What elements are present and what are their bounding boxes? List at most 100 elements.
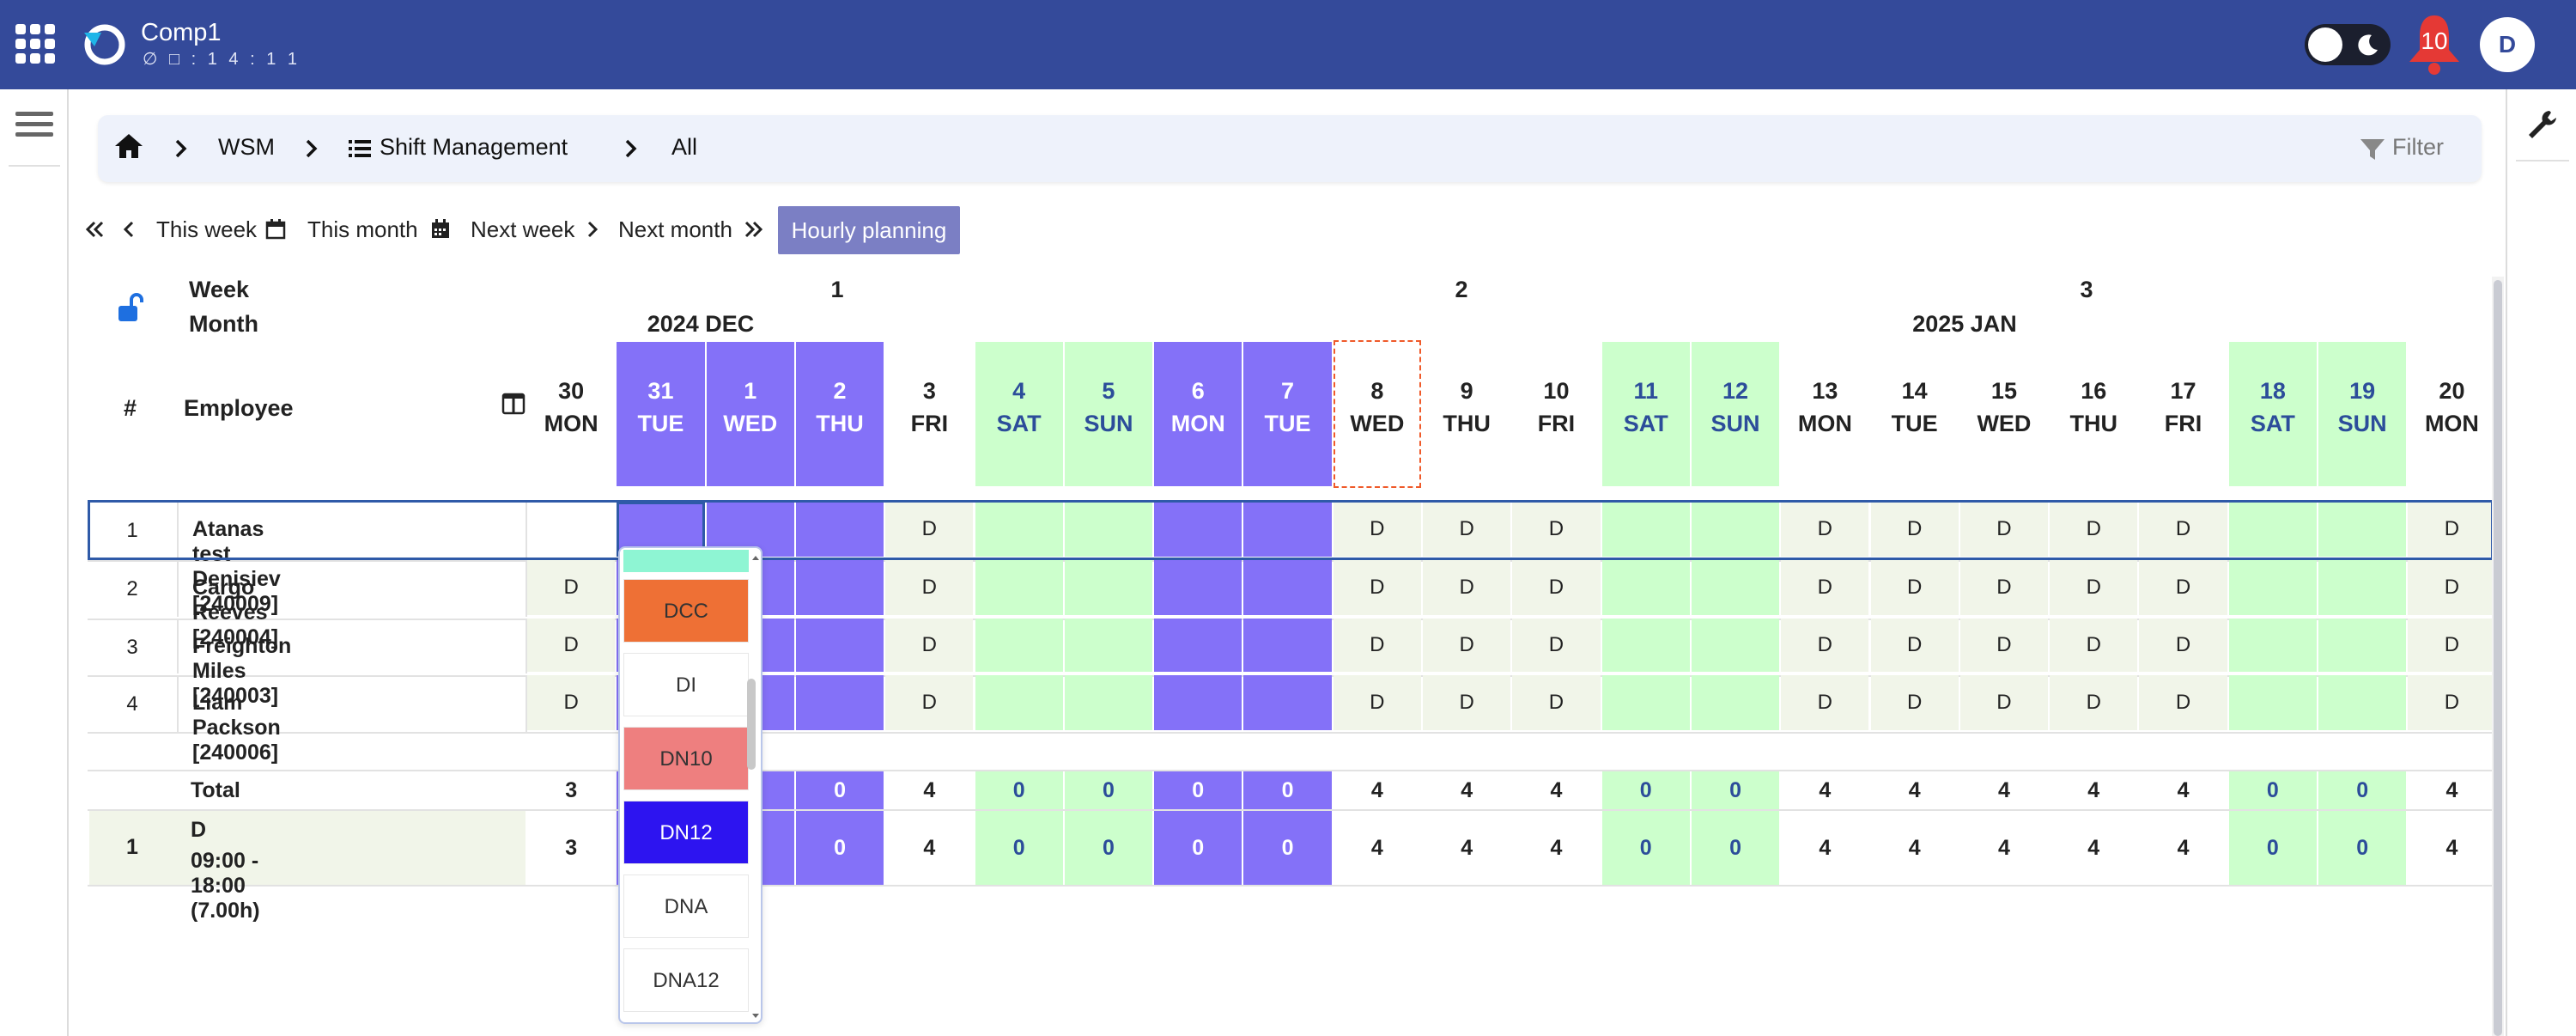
shift-cell[interactable]: D bbox=[1781, 619, 1869, 672]
shift-cell[interactable] bbox=[1243, 675, 1332, 730]
shift-cell[interactable] bbox=[1601, 619, 1690, 672]
shift-cell[interactable] bbox=[975, 675, 1063, 730]
shift-cell[interactable] bbox=[1691, 560, 1780, 615]
shift-cell[interactable] bbox=[1064, 502, 1153, 557]
dropdown-scroll-arrows[interactable] bbox=[750, 553, 761, 1021]
shift-cell[interactable] bbox=[1064, 560, 1153, 615]
shift-cell[interactable]: D bbox=[1959, 675, 2049, 730]
day-column-header[interactable] bbox=[1512, 342, 1601, 486]
hourly-planning-button[interactable]: Hourly planning bbox=[778, 206, 960, 254]
shift-cell[interactable]: D bbox=[2408, 502, 2496, 557]
shift-cell[interactable] bbox=[795, 560, 884, 615]
shift-cell[interactable] bbox=[975, 502, 1063, 557]
shift-cell[interactable]: D bbox=[1423, 675, 1511, 730]
day-column-header[interactable] bbox=[885, 342, 974, 486]
shift-cell[interactable]: D bbox=[1870, 675, 1959, 730]
shift-cell[interactable] bbox=[1154, 502, 1242, 557]
shift-cell[interactable] bbox=[527, 502, 616, 557]
day-column-header[interactable] bbox=[1243, 342, 1332, 486]
day-column-header[interactable] bbox=[1601, 342, 1690, 486]
chevron-right-icon[interactable] bbox=[580, 218, 603, 241]
shift-cell[interactable]: D bbox=[2408, 619, 2496, 672]
shift-cell[interactable] bbox=[1691, 502, 1780, 557]
notification-bell-icon[interactable] bbox=[2404, 12, 2464, 77]
day-column-header[interactable] bbox=[1691, 342, 1780, 486]
dropdown-scrollbar-thumb[interactable] bbox=[747, 679, 756, 770]
shift-cell[interactable] bbox=[795, 619, 884, 672]
shift-cell[interactable]: D bbox=[1423, 619, 1511, 672]
shift-cell[interactable]: D bbox=[2050, 675, 2138, 730]
day-column-header[interactable] bbox=[1781, 342, 1869, 486]
shift-cell[interactable]: D bbox=[1870, 560, 1959, 615]
shift-cell[interactable] bbox=[1243, 560, 1332, 615]
shift-cell[interactable] bbox=[1601, 502, 1690, 557]
shift-cell[interactable] bbox=[2318, 619, 2407, 672]
user-avatar[interactable]: D bbox=[2480, 17, 2535, 72]
shift-cell[interactable] bbox=[1601, 675, 1690, 730]
shift-cell[interactable]: D bbox=[885, 502, 974, 557]
day-column-header[interactable] bbox=[2228, 342, 2317, 486]
shift-cell[interactable]: D bbox=[2139, 502, 2227, 557]
shift-cell[interactable] bbox=[2228, 502, 2317, 557]
shift-cell[interactable] bbox=[2318, 560, 2407, 615]
shift-cell[interactable]: D bbox=[2139, 619, 2227, 672]
day-column-header[interactable] bbox=[1064, 342, 1153, 486]
shift-cell[interactable]: D bbox=[1959, 619, 2049, 672]
shift-cell[interactable] bbox=[1064, 619, 1153, 672]
day-column-header[interactable] bbox=[2318, 342, 2407, 486]
next-week-button[interactable]: Next week bbox=[471, 216, 575, 242]
day-column-header[interactable] bbox=[2408, 342, 2496, 486]
employee-name[interactable]: Freighton Miles [240003] bbox=[192, 634, 292, 708]
shift-cell[interactable]: D bbox=[1781, 502, 1869, 557]
shift-cell[interactable]: D bbox=[1781, 560, 1869, 615]
shift-cell[interactable] bbox=[1601, 560, 1690, 615]
shift-cell[interactable]: D bbox=[1423, 560, 1511, 615]
day-column-header[interactable] bbox=[1423, 342, 1511, 486]
shift-cell[interactable]: D bbox=[1959, 502, 2049, 557]
shift-cell[interactable]: D bbox=[2408, 675, 2496, 730]
day-column-header[interactable] bbox=[1333, 340, 1421, 488]
shift-code-dropdown[interactable]: DCC DI DN10 DN12 DNA DNA12 bbox=[618, 546, 762, 1024]
shift-cell[interactable] bbox=[1154, 560, 1242, 615]
day-column-header[interactable] bbox=[795, 342, 884, 486]
shift-cell[interactable]: D bbox=[885, 560, 974, 615]
breadcrumb-shift-management[interactable]: Shift Management bbox=[380, 134, 568, 160]
day-column-header[interactable] bbox=[1154, 342, 1242, 486]
shift-cell[interactable]: D bbox=[1512, 619, 1601, 672]
shift-cell[interactable] bbox=[1064, 675, 1153, 730]
shift-cell[interactable]: D bbox=[1333, 675, 1421, 730]
shift-cell[interactable] bbox=[1691, 675, 1780, 730]
shift-cell[interactable]: D bbox=[527, 560, 616, 615]
dropdown-option[interactable]: DNA bbox=[623, 875, 749, 938]
shift-cell[interactable]: D bbox=[1512, 502, 1601, 557]
shift-cell[interactable] bbox=[1243, 502, 1332, 557]
shift-cell[interactable]: D bbox=[1870, 502, 1959, 557]
this-month-button[interactable]: This month bbox=[307, 216, 418, 242]
next-month-button[interactable]: Next month bbox=[618, 216, 732, 242]
day-column-header[interactable] bbox=[975, 342, 1063, 486]
breadcrumb-all[interactable]: All bbox=[671, 134, 698, 160]
shift-cell[interactable] bbox=[1154, 675, 1242, 730]
filter-icon[interactable] bbox=[2360, 137, 2385, 161]
shift-cell[interactable] bbox=[2318, 675, 2407, 730]
shift-cell[interactable] bbox=[795, 502, 884, 557]
day-column-header[interactable] bbox=[527, 342, 616, 486]
dropdown-option[interactable]: DI bbox=[623, 653, 749, 716]
shift-cell[interactable]: D bbox=[1333, 502, 1421, 557]
double-chevron-right-icon[interactable] bbox=[742, 218, 764, 241]
shift-cell[interactable]: D bbox=[2139, 675, 2227, 730]
shift-cell[interactable] bbox=[1154, 619, 1242, 672]
shift-cell[interactable]: D bbox=[885, 619, 974, 672]
shift-cell[interactable]: D bbox=[1333, 560, 1421, 615]
shift-cell[interactable] bbox=[2318, 502, 2407, 557]
day-column-header[interactable] bbox=[617, 342, 705, 486]
shift-cell[interactable]: D bbox=[1959, 560, 2049, 615]
day-column-header[interactable] bbox=[1959, 342, 2049, 486]
double-chevron-left-icon[interactable] bbox=[84, 218, 106, 241]
breadcrumb-wsm[interactable]: WSM bbox=[218, 134, 275, 160]
unlock-icon[interactable] bbox=[115, 292, 144, 323]
shift-cell[interactable]: D bbox=[2408, 560, 2496, 615]
employee-name[interactable]: Liam Packson [240006] bbox=[192, 691, 281, 765]
employee-name[interactable]: Atanas test Denisiev [240009] bbox=[192, 517, 281, 616]
shift-cell[interactable] bbox=[2228, 675, 2317, 730]
